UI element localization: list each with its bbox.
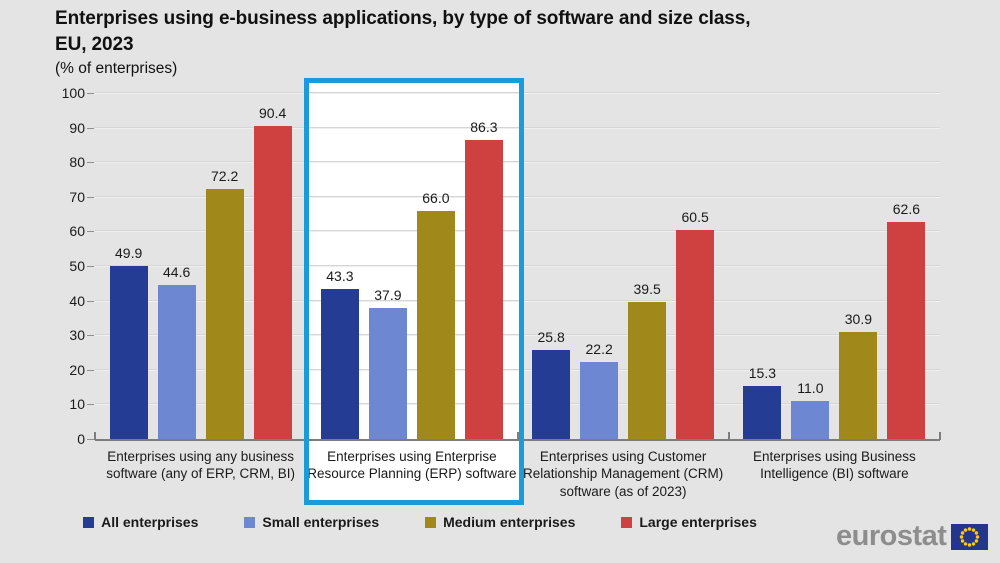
legend-item: Medium enterprises [425,514,575,530]
bar-large-enterprises [253,126,292,439]
gridline [95,299,940,302]
highlight-box-border [304,78,524,505]
bar-value-label: 66.0 [422,189,450,206]
gridline [95,92,940,94]
legend-label: Small enterprises [262,514,380,530]
x-axis-tick [939,432,941,440]
chart-title: Enterprises using e-business application… [55,8,751,55]
gridline [95,368,940,371]
bar-value-label: 44.6 [163,263,191,280]
legend-swatch-icon [425,516,437,528]
bar-value-label: 86.3 [470,119,498,136]
y-axis-label: 60 [69,223,85,240]
bar-value-label: 15.3 [748,365,776,382]
bar-large-enterprises [676,229,715,439]
bar-value-label: 49.9 [115,245,143,262]
y-axis-tick [87,127,94,129]
bar-large-enterprises [464,140,503,439]
bar-all-enterprises [320,289,359,439]
category-label: Enterprises using Enterprise Resource Pl… [307,449,517,482]
gridline [95,403,940,406]
y-axis-tick [87,300,94,302]
y-axis-label: 10 [69,396,85,413]
y-axis-label: 90 [69,119,85,136]
bar-medium-enterprises [416,210,455,439]
eu-flag-icon [951,523,989,550]
gridline [95,265,940,267]
y-axis-tick [87,93,94,94]
legend-swatch-icon [621,516,633,528]
bar-small-enterprises [157,284,196,439]
bar-all-enterprises [109,266,148,439]
gridline [95,334,940,337]
bar-value-label: 60.5 [681,208,709,225]
gridline [95,230,940,233]
y-axis-label: 100 [61,85,85,101]
legend-item: All enterprises [83,514,198,530]
bar-small-enterprises [368,307,407,439]
y-axis-label: 80 [69,154,85,171]
bar-large-enterprises [887,222,926,439]
y-axis-tick [87,231,94,233]
bar-medium-enterprises [628,302,667,439]
bar-value-label: 22.2 [585,341,613,358]
category-label: Enterprises using Business Intelligence … [752,449,916,482]
x-axis-tick [516,432,519,440]
bar-value-label: 43.3 [326,268,354,285]
chart-legend: All enterprises Small enterprises Medium e… [0,514,840,530]
eurostat-logo-text: eurostat [836,520,947,552]
chart-subtitle: (% of enterprises) [55,60,178,77]
bar-value-label: 37.9 [374,286,402,303]
y-axis-tick [87,404,94,406]
y-axis-tick [87,335,94,337]
bar-value-label: 25.8 [537,328,565,345]
bar-value-label: 11.0 [797,379,824,396]
bar-medium-enterprises [839,332,878,439]
bar-value-label: 39.5 [633,281,661,298]
bar-small-enterprises [791,400,830,439]
y-axis-label: 50 [69,258,85,274]
y-axis-tick [87,439,94,440]
bar-value-label: 62.6 [892,201,920,218]
bar-all-enterprises [532,349,571,439]
legend-swatch-icon [83,516,95,528]
y-axis-label: 20 [69,361,85,378]
bar-small-enterprises [580,362,619,439]
legend-item: Small enterprises [244,514,379,530]
y-axis-label: 40 [69,292,85,309]
gridline [95,161,940,164]
legend-label: Medium enterprises [443,514,576,530]
eurostat-logo: eurostat [836,520,989,553]
legend-label: Large enterprises [639,514,757,530]
bar-all-enterprises [743,386,782,439]
bar-medium-enterprises [205,189,244,439]
y-axis-tick [87,266,94,267]
x-axis-tick [94,432,96,440]
y-axis-label: 70 [69,188,85,205]
category-label: Enterprises using Customer Relationship … [522,449,724,499]
y-axis-label: 0 [77,431,85,447]
bar-value-label: 90.4 [259,105,287,122]
legend-label: All enterprises [101,514,199,530]
legend-item: Large enterprises [621,514,757,530]
gridline [95,195,940,198]
y-axis-tick [87,369,94,371]
x-axis-line [95,439,940,441]
x-axis-tick [727,432,730,440]
y-axis-label: 30 [69,327,85,344]
bar-value-label: 30.9 [844,311,872,328]
legend-swatch-icon [244,516,256,528]
category-label: Enterprises using any business software … [106,449,296,482]
bar-value-label: 72.2 [211,168,239,185]
y-axis-tick [87,196,94,198]
y-axis-tick [87,162,94,164]
gridline [95,126,940,129]
